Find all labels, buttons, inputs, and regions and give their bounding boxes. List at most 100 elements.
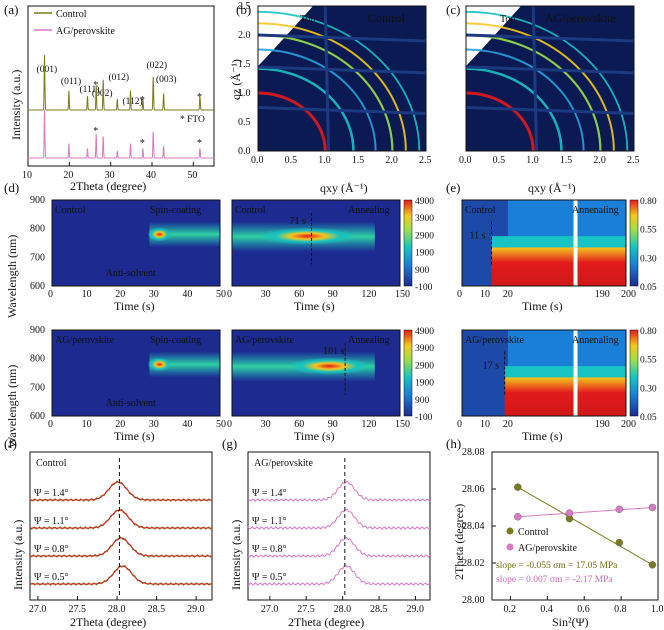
h-ytick: 28.00 [462, 595, 485, 606]
panel-d-insitu-pl: (d) Wavelength (nm) Wavelength (nm) Cont… [4, 180, 434, 448]
spin-sample-label: Control [55, 205, 86, 216]
e-fill-region [491, 247, 626, 286]
e-axis-break [573, 330, 578, 416]
e-transition-band [491, 236, 626, 248]
d-xtick-spin: 0 [48, 289, 53, 300]
strain-fit-curve [30, 565, 212, 585]
panel-c-letter: (c) [446, 2, 460, 17]
strain-xtick: 27.0 [261, 604, 279, 615]
spin-stage-label: Spin-coating [150, 205, 201, 216]
h-data-point [514, 483, 522, 491]
e-colorbar-tick: 0.05 [640, 283, 657, 293]
h-data-point [514, 513, 522, 521]
panel-b-letter: (b) [236, 2, 251, 17]
d-colorbar-tick: 4900 [415, 197, 434, 207]
e-colorbar-tick: 0.05 [640, 413, 657, 423]
panel-h-letter: (h) [446, 436, 461, 451]
h-xtick: 0.2 [503, 604, 516, 615]
strain-data-curve [247, 564, 431, 586]
d-xlabel-spin: Time (s) [114, 429, 155, 443]
psi-label: Ψ = 0.8° [34, 544, 69, 555]
h-ytick: 28.02 [462, 558, 485, 569]
d-xtick-spin: 20 [115, 419, 125, 430]
strain-data-curve [247, 536, 431, 558]
a-peak-label: (112) [123, 96, 143, 107]
h-ytick: 28.04 [462, 521, 485, 532]
d-xtick-spin: 20 [115, 289, 125, 300]
h-ytick: 28.06 [462, 484, 485, 495]
h-ytick: 28.08 [462, 447, 485, 458]
panel-g-ylabel: Intensity (a.u.) [229, 520, 243, 590]
legend-h-control: Control [518, 527, 549, 538]
psi-label: Ψ = 1.1° [252, 516, 287, 527]
e-sample-label: Control [465, 205, 496, 216]
d-xtick-spin: 30 [149, 289, 159, 300]
giwaxs-xtick: 0.5 [493, 155, 506, 166]
d-xtick-spin: 40 [182, 289, 192, 300]
h-data-point [648, 561, 657, 569]
e-xtick: 10 [480, 419, 490, 430]
d-xtick-spin: 50 [216, 419, 226, 430]
a-peak-label: (012) [108, 72, 129, 83]
d-xlabel-anneal: Time (s) [294, 299, 335, 313]
d-colorbar-tick: 1900 [415, 249, 434, 259]
panel-a-frame [27, 5, 215, 167]
d-colorbar-tick: 2900 [415, 231, 434, 241]
h-xtick: 1.0 [651, 604, 664, 615]
fto-star: * [93, 126, 98, 137]
detector-gap [531, 6, 539, 151]
panel-h-ylabel: 2Theta (degree) [452, 504, 466, 580]
panel-b-xlabel: qxy (Å⁻¹) [320, 181, 368, 195]
d-xtick-spin: 40 [182, 419, 192, 430]
a-peak-label: (002) [92, 88, 113, 99]
a-peak-label: (111) [80, 84, 100, 95]
h-data-point [648, 503, 657, 512]
strain-xtick: 27.5 [68, 604, 86, 615]
strain-xtick: 27.5 [297, 604, 315, 615]
e-fill-region [504, 377, 626, 416]
panel-c-top: Top [500, 14, 515, 25]
panel-f-sample: Control [36, 458, 67, 469]
d-xtick-spin: 0 [48, 419, 53, 430]
a-xtick-label: 30 [105, 170, 115, 181]
strain-xtick: 28.5 [370, 604, 388, 615]
e-colorbar-tick: 0.55 [640, 356, 657, 366]
d-colorbar [403, 329, 413, 417]
series-control-line [28, 54, 214, 111]
d-xtick-anneal: 150 [395, 289, 410, 300]
strain-xtick: 28.5 [148, 604, 166, 615]
d-colorbar-tick: 900 [415, 396, 430, 406]
giwaxs-ytick: 1.0 [238, 88, 251, 99]
annotation-ag: slope = 0.007 σm = -2.17 MPa [496, 575, 613, 585]
strain-xtick: 29.0 [187, 604, 205, 615]
spin-map-frame [51, 329, 221, 417]
strain-fit-curve [30, 509, 212, 529]
panel-d-ylabel-top: Wavelength (nm) [5, 235, 19, 318]
panel-a-xlabel: 2Theta (degree) [70, 179, 146, 193]
d-ytick: 700 [30, 252, 45, 263]
fto-star: * [140, 138, 145, 149]
d-colorbar-tick: 3900 [415, 344, 434, 354]
panel-f-xlabel: 2Theta (degree) [70, 615, 146, 629]
detector-gap [323, 6, 331, 151]
e-colorbar-tick: 0.55 [640, 226, 657, 236]
panel-a-letter: (a) [4, 2, 18, 17]
d-colorbar-tick: 3900 [415, 214, 434, 224]
panel-g-strain-ag: (g) AG/perovskite Intensity (a.u.) 2Thet… [222, 436, 431, 629]
detector-gap [466, 65, 634, 75]
a-peak-label: (011) [61, 76, 81, 87]
d-xtick-anneal: 60 [294, 289, 304, 300]
d-xtick-anneal: 0 [227, 419, 232, 430]
psi-label: Ψ = 1.4° [34, 488, 69, 499]
e-colorbar [629, 199, 639, 287]
e-transition-band [504, 366, 626, 378]
d-xtick-anneal: 90 [328, 419, 338, 430]
d-ytick: 800 [30, 224, 45, 235]
psi-label: Ψ = 0.5° [34, 572, 69, 583]
e-xlabel: Time (s) [522, 429, 563, 443]
e-xtick: 10 [480, 289, 490, 300]
anneal-time-label: 101 s [323, 346, 345, 357]
h-fit-line [517, 507, 653, 518]
d-xtick-spin: 10 [82, 419, 92, 430]
